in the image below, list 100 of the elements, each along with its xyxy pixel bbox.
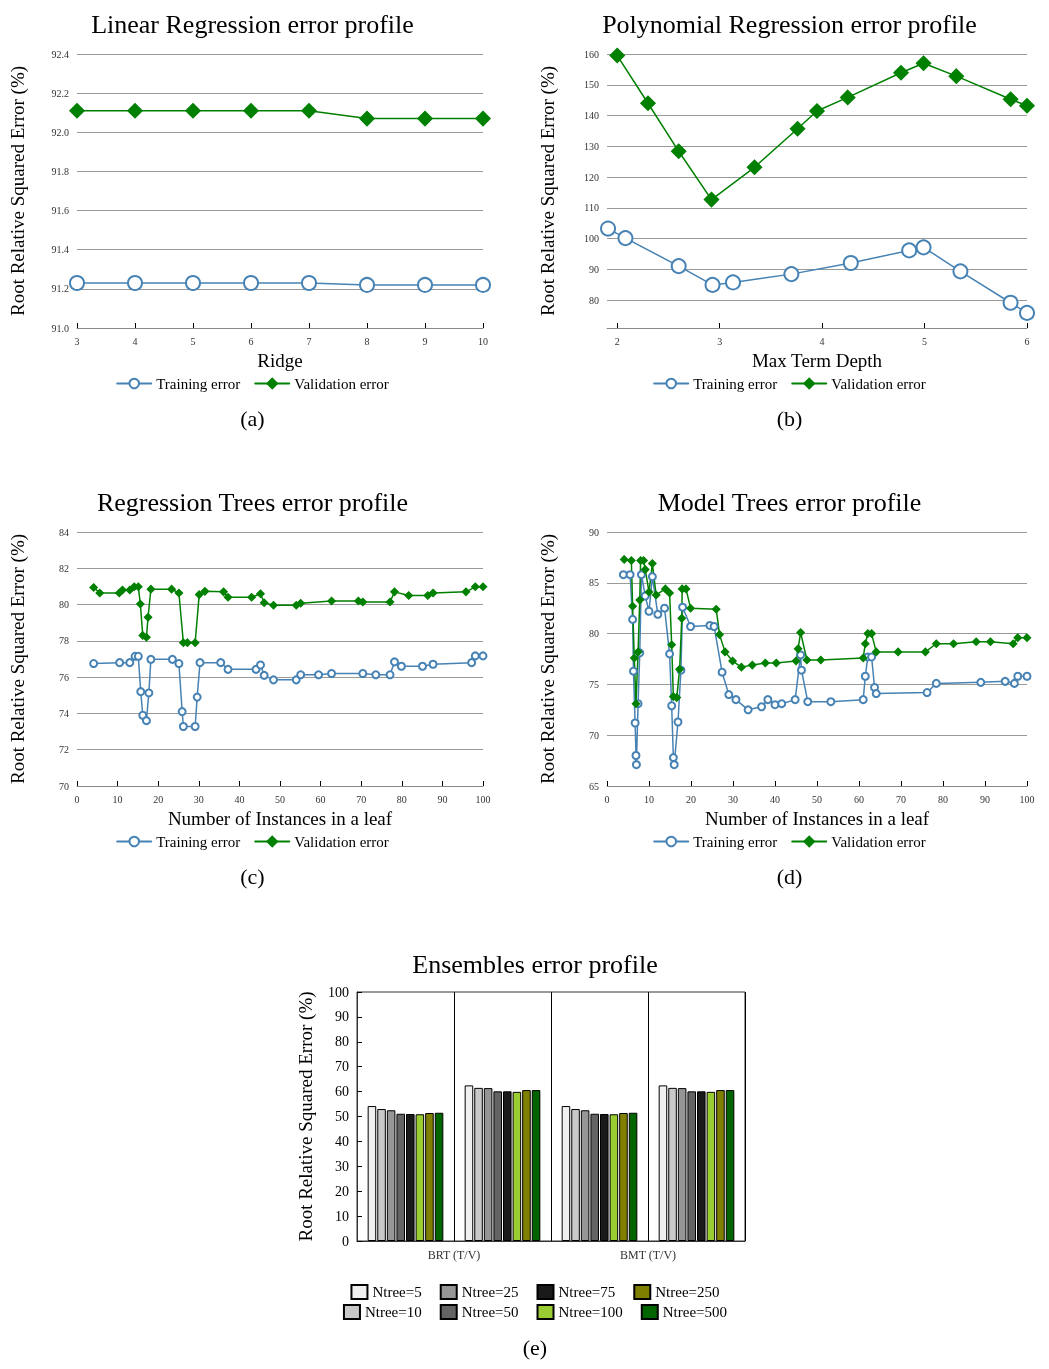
y-tick-label: 0 bbox=[342, 1233, 349, 1249]
y-tick-label: 92.4 bbox=[51, 48, 69, 60]
x-tick-label: 6 bbox=[1024, 335, 1030, 347]
legend-label: Ntree=5 bbox=[372, 1284, 422, 1300]
x-tick-label: 10 bbox=[112, 793, 123, 805]
x-tick-label: 80 bbox=[938, 793, 948, 805]
x-tick-label: 30 bbox=[193, 793, 204, 805]
y-tick-label: 80 bbox=[589, 628, 599, 640]
x-tick-label: 70 bbox=[356, 793, 367, 805]
y-tick-label: 90 bbox=[589, 526, 599, 538]
chart-title: Polynomial Regression error profile bbox=[602, 9, 977, 39]
x-tick-label: 50 bbox=[275, 793, 285, 805]
y-tick-label: 70 bbox=[589, 729, 599, 741]
x-tick-label: 80 bbox=[396, 793, 407, 805]
legend-label: Validation error bbox=[294, 833, 389, 850]
x-tick-label: 90 bbox=[437, 793, 448, 805]
y-tick-label: 76 bbox=[59, 671, 69, 683]
y-tick-label: 72 bbox=[59, 744, 69, 756]
y-axis-title: Root Relative Squared Error (%) bbox=[7, 533, 29, 785]
x-tick-label: 100 bbox=[1019, 793, 1035, 805]
y-tick-label: 30 bbox=[335, 1158, 349, 1174]
legend-label: Ntree=10 bbox=[364, 1304, 422, 1320]
chart-title: Ensembles error profile bbox=[412, 949, 658, 979]
x-tick-label: 60 bbox=[854, 793, 864, 805]
x-tick-label: 2 bbox=[614, 335, 620, 347]
legend-label: Ntree=75 bbox=[558, 1284, 616, 1300]
y-axis-title: Root Relative Squared Error (%) bbox=[537, 65, 559, 317]
y-tick-label: 40 bbox=[335, 1133, 349, 1149]
chart-title: Linear Regression error profile bbox=[91, 9, 414, 39]
x-axis-title: Max Term Depth bbox=[751, 349, 883, 371]
x-tick-label: 5 bbox=[190, 335, 196, 347]
x-tick-label: 9 bbox=[422, 335, 428, 347]
y-tick-label: 80 bbox=[589, 294, 599, 306]
y-tick-label: 50 bbox=[335, 1109, 349, 1124]
x-tick-label: 5 bbox=[922, 335, 928, 347]
y-tick-label: 80 bbox=[59, 599, 69, 611]
y-tick-label: 70 bbox=[335, 1059, 349, 1075]
y-tick-label: 60 bbox=[335, 1084, 349, 1100]
x-tick-label: 7 bbox=[306, 335, 312, 347]
x-axis-title: Number of Instances in a leaf bbox=[704, 807, 930, 829]
text: BMT (T/V) bbox=[619, 1248, 677, 1262]
y-tick-label: 20 bbox=[335, 1183, 349, 1199]
x-tick-label: 20 bbox=[153, 793, 164, 805]
x-tick-label: 4 bbox=[819, 335, 825, 347]
y-tick-label: 91.0 bbox=[51, 322, 69, 334]
x-tick-label: 0 bbox=[74, 793, 80, 805]
x-tick-label: 70 bbox=[896, 793, 906, 805]
x-tick-label: 10 bbox=[478, 335, 488, 347]
y-tick-label: 80 bbox=[335, 1034, 349, 1050]
legend-label: Ntree=50 bbox=[461, 1304, 519, 1320]
y-tick-label: 65 bbox=[589, 780, 599, 792]
text: (d) bbox=[775, 864, 804, 890]
legend-label: Training error bbox=[693, 833, 778, 850]
chart-title: Model Trees error profile bbox=[657, 487, 922, 517]
legend-label: Validation error bbox=[831, 375, 926, 392]
y-tick-label: 75 bbox=[589, 678, 599, 690]
legend-label: Ntree=250 bbox=[655, 1284, 720, 1300]
y-tick-label: 84 bbox=[59, 526, 69, 538]
legend-label: Training error bbox=[156, 375, 241, 392]
x-tick-label: 40 bbox=[770, 793, 780, 805]
x-tick-label: 8 bbox=[364, 335, 370, 347]
legend-label: Validation error bbox=[294, 375, 389, 392]
y-tick-label: 100 bbox=[584, 233, 599, 245]
x-tick-label: 6 bbox=[248, 335, 254, 347]
y-tick-label: 91.6 bbox=[51, 205, 69, 217]
text: (c) bbox=[239, 864, 266, 890]
y-tick-label: 140 bbox=[584, 110, 599, 122]
x-tick-label: 60 bbox=[315, 793, 326, 805]
y-tick-label: 78 bbox=[59, 635, 69, 647]
x-tick-label: 40 bbox=[234, 793, 245, 805]
y-tick-label: 10 bbox=[335, 1208, 349, 1224]
x-tick-label: 3 bbox=[717, 335, 723, 347]
y-tick-label: 120 bbox=[584, 171, 599, 183]
text: (a) bbox=[239, 406, 266, 432]
y-axis-title: Root Relative Squared Error (%) bbox=[295, 991, 317, 1242]
legend-label: Validation error bbox=[831, 833, 926, 850]
text: (b) bbox=[775, 406, 804, 432]
legend-label: Training error bbox=[693, 375, 778, 392]
y-tick-label: 130 bbox=[584, 140, 599, 152]
text: (e) bbox=[521, 1335, 549, 1361]
y-tick-label: 92.2 bbox=[51, 87, 69, 99]
x-tick-label: 90 bbox=[980, 793, 990, 805]
y-tick-label: 110 bbox=[584, 202, 599, 214]
y-tick-label: 74 bbox=[59, 707, 69, 719]
y-tick-label: 85 bbox=[589, 577, 599, 589]
legend-label: Ntree=500 bbox=[662, 1304, 728, 1320]
y-axis-title: Root Relative Squared Error (%) bbox=[537, 533, 559, 785]
y-tick-label: 90 bbox=[335, 1009, 349, 1025]
chart-title: Regression Trees error profile bbox=[96, 487, 409, 517]
x-tick-label: 30 bbox=[728, 793, 738, 805]
x-tick-label: 3 bbox=[74, 335, 80, 347]
legend-label: Training error bbox=[156, 833, 241, 850]
y-axis-title: Root Relative Squared Error (%) bbox=[7, 65, 29, 317]
y-tick-label: 82 bbox=[59, 562, 69, 574]
text: BRT (T/V) bbox=[427, 1248, 481, 1262]
x-tick-label: 100 bbox=[475, 793, 491, 805]
y-tick-label: 90 bbox=[589, 264, 599, 276]
x-tick-label: 10 bbox=[644, 793, 654, 805]
y-tick-label: 70 bbox=[59, 780, 69, 792]
y-tick-label: 100 bbox=[328, 984, 349, 1000]
